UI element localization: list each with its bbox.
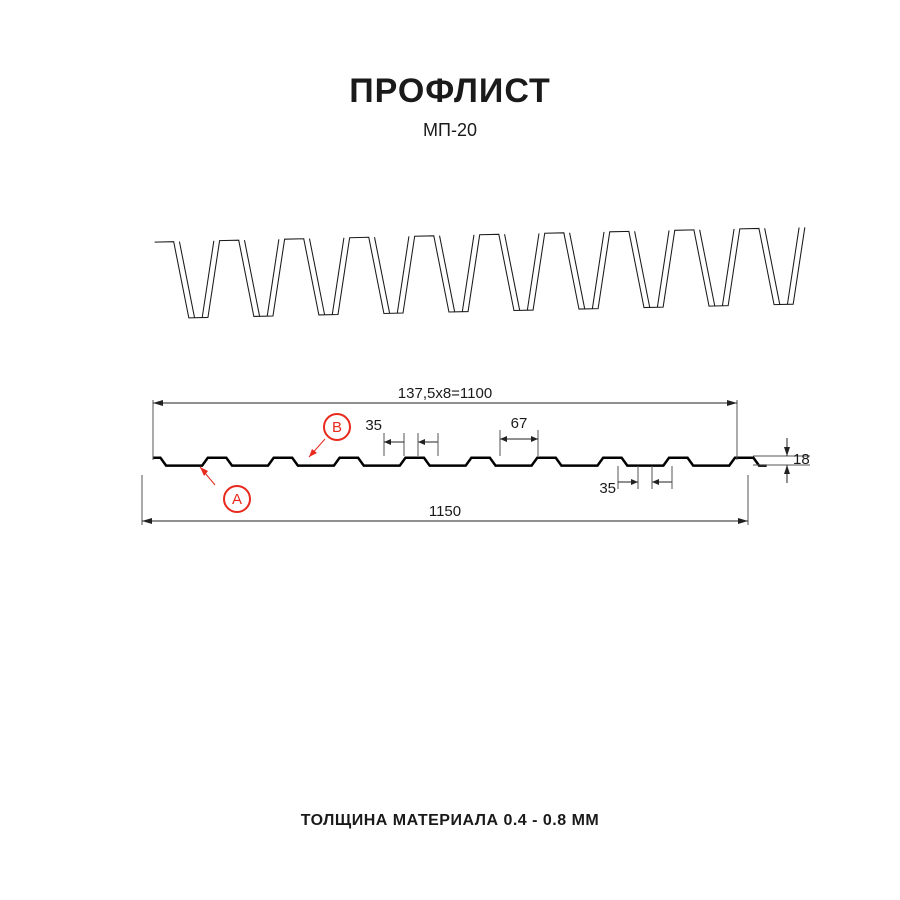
svg-text:18: 18 (793, 451, 810, 468)
svg-text:35: 35 (599, 480, 616, 497)
svg-text:B: B (332, 419, 342, 436)
svg-text:137,5x8=1100: 137,5x8=1100 (398, 385, 492, 402)
svg-text:1150: 1150 (429, 503, 461, 520)
svg-text:35: 35 (365, 417, 382, 434)
svg-text:67: 67 (511, 415, 528, 432)
svg-text:A: A (232, 491, 242, 508)
